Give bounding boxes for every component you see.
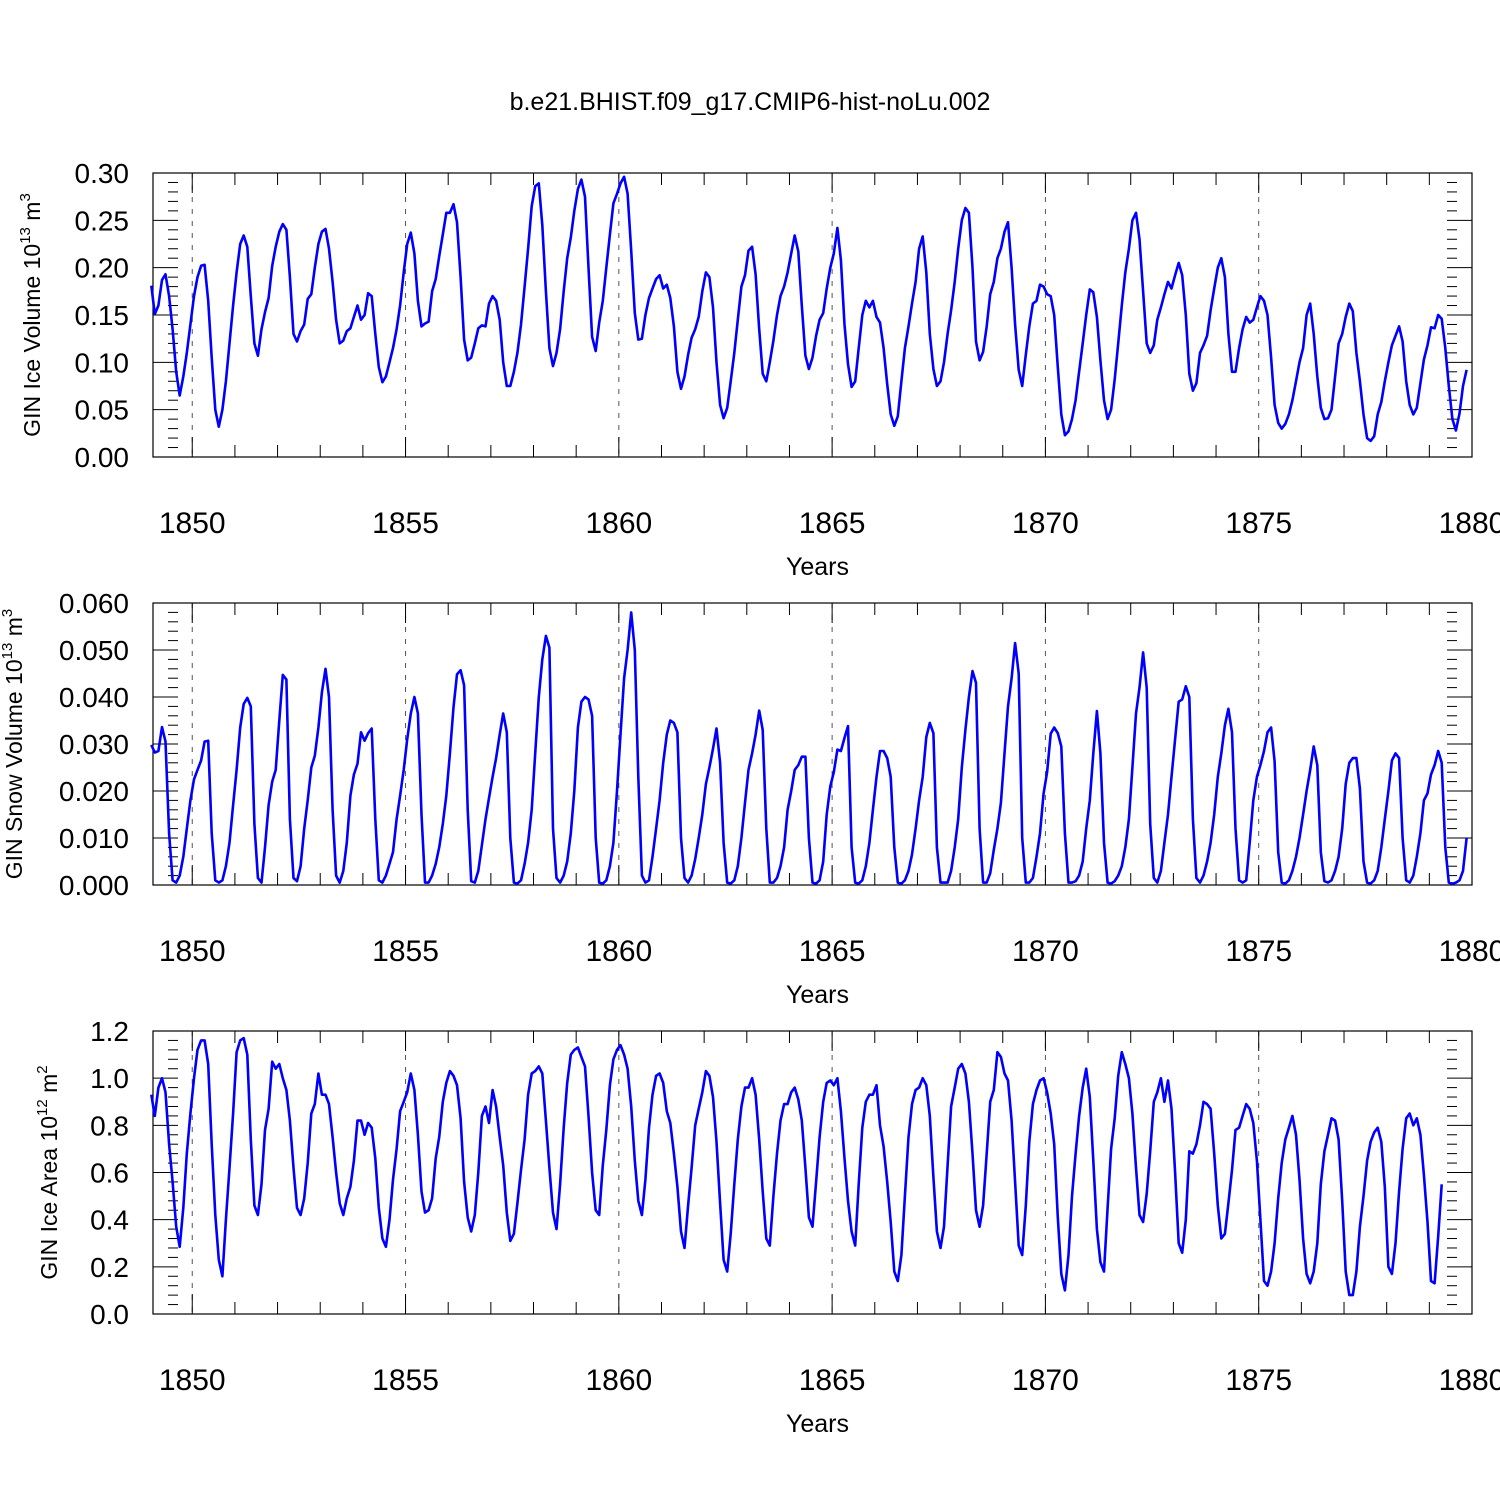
ytick-label: 0.25 — [75, 205, 130, 236]
xtick-label: 1860 — [585, 507, 652, 540]
xtick-label: 1855 — [372, 935, 439, 968]
xtick-label: 1870 — [1012, 935, 1079, 968]
xtick-label: 1870 — [1012, 1364, 1079, 1397]
x-axis-label: Years — [786, 553, 849, 581]
xtick-label: 1880 — [1439, 1364, 1500, 1397]
y-axis-label-exponent: 13 — [0, 643, 16, 660]
ytick-label: 0.4 — [90, 1205, 129, 1236]
ytick-label: 0.8 — [90, 1110, 129, 1141]
y-axis-label-unit: m — [19, 202, 45, 228]
panel-snow-volume: 1850 1855 1860 1865 1870 1875 1880 Years 0.000 0.… — [0, 588, 1500, 1009]
ytick-label: 0.00 — [75, 442, 130, 473]
y-axis-label-unit-exponent: 3 — [17, 193, 34, 201]
xtick-label: 1865 — [799, 935, 866, 968]
y-axis-label-unit: m — [36, 1074, 62, 1100]
y-axis-label-unit: m — [1, 617, 27, 643]
ytick-label: 1.2 — [90, 1016, 129, 1047]
ytick-label: 0.6 — [90, 1158, 129, 1189]
xtick-label: 1865 — [799, 507, 866, 540]
ytick-label: 0.2 — [90, 1252, 129, 1283]
panel-ice-volume: 1850 1855 1860 1865 1870 1875 1880 Years 0.00 0.0… — [17, 158, 1500, 581]
ytick-label: 0.010 — [59, 823, 129, 854]
y-axis-label-text: GIN Snow Volume 10 — [1, 659, 27, 879]
xtick-label: 1855 — [372, 1364, 439, 1397]
y-axis-label-text: GIN Ice Volume 10 — [19, 244, 45, 437]
series-line-ice-volume — [150, 175, 1468, 443]
xtick-label: 1880 — [1439, 935, 1500, 968]
xtick-label: 1850 — [159, 507, 226, 540]
y-axis-label-text: GIN Ice Area 10 — [36, 1116, 62, 1280]
ytick-label: 0.000 — [59, 870, 129, 901]
xtick-label: 1850 — [159, 1364, 226, 1397]
y-axis-label: GIN Ice Volume 1013 m3 — [17, 193, 45, 437]
series-line-snow-volume — [150, 611, 1468, 885]
ytick-label: 0.060 — [59, 588, 129, 619]
series-line-ice-area — [150, 1036, 1443, 1297]
ytick-label: 0.05 — [75, 395, 130, 426]
x-axis-label: Years — [786, 981, 849, 1009]
xtick-label: 1870 — [1012, 507, 1079, 540]
plot-frame — [152, 172, 1473, 458]
ytick-label: 0.050 — [59, 635, 129, 666]
y-axis-label: GIN Ice Area 1012 m2 — [34, 1065, 62, 1279]
xtick-label: 1860 — [585, 1364, 652, 1397]
panel-ice-area: 1850 1855 1860 1865 1870 1875 1880 Years 0.0 0.2 0… — [34, 1016, 1500, 1438]
ytick-label: 0.15 — [75, 300, 130, 331]
ytick-label: 0.030 — [59, 729, 129, 760]
xtick-label: 1860 — [585, 935, 652, 968]
chart-title: b.e21.BHIST.f09_g17.CMIP6-hist-noLu.002 — [510, 88, 991, 116]
ytick-label: 0.040 — [59, 682, 129, 713]
ytick-label: 0.20 — [75, 253, 130, 284]
xtick-label: 1865 — [799, 1364, 866, 1397]
ytick-label: 1.0 — [90, 1063, 129, 1094]
y-axis-label-exponent: 13 — [17, 227, 34, 244]
y-axis-label-unit-exponent: 3 — [0, 609, 16, 617]
xtick-label: 1850 — [159, 935, 226, 968]
y-axis-label-unit-exponent: 2 — [34, 1065, 51, 1073]
x-axis-label: Years — [786, 1410, 849, 1438]
xtick-label: 1880 — [1439, 507, 1500, 540]
ytick-label: 0.30 — [75, 158, 130, 189]
plot-frame — [152, 602, 1473, 886]
ytick-label: 0.10 — [75, 347, 130, 378]
ytick-label: 0.020 — [59, 776, 129, 807]
xtick-label: 1875 — [1225, 1364, 1292, 1397]
xtick-label: 1855 — [372, 507, 439, 540]
plot-frame — [152, 1030, 1473, 1315]
xtick-label: 1875 — [1225, 507, 1292, 540]
ytick-label: 0.0 — [90, 1299, 129, 1330]
y-axis-label: GIN Snow Volume 1013 m3 — [0, 609, 27, 880]
y-axis-label-exponent: 12 — [34, 1099, 51, 1116]
xtick-label: 1875 — [1225, 935, 1292, 968]
